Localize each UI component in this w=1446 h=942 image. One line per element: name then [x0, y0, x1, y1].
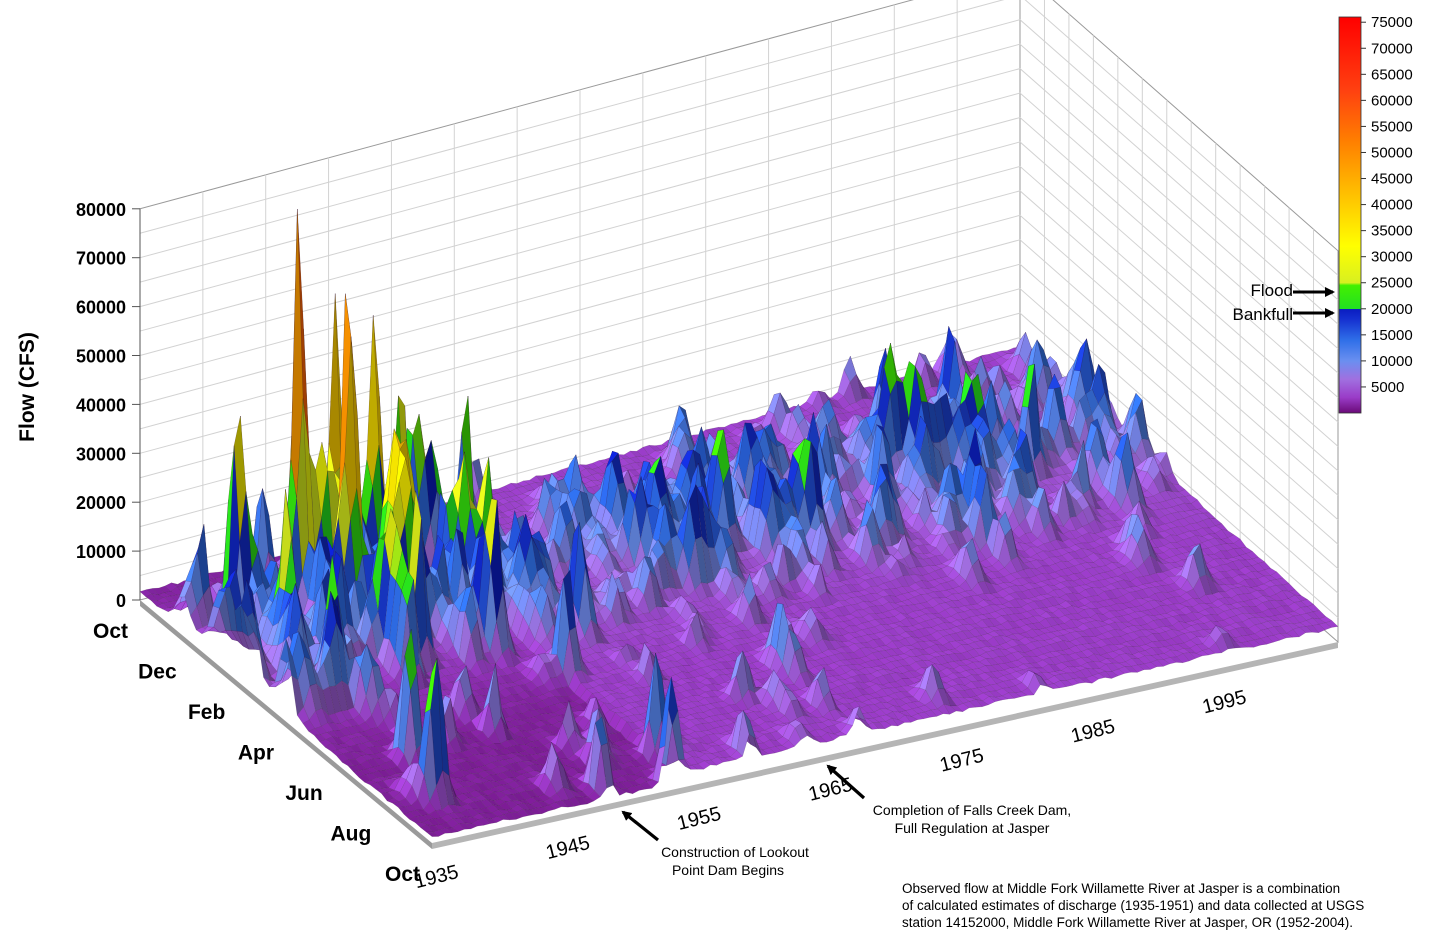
chart-svg: 0100002000030000400005000060000700008000…	[0, 0, 1446, 937]
